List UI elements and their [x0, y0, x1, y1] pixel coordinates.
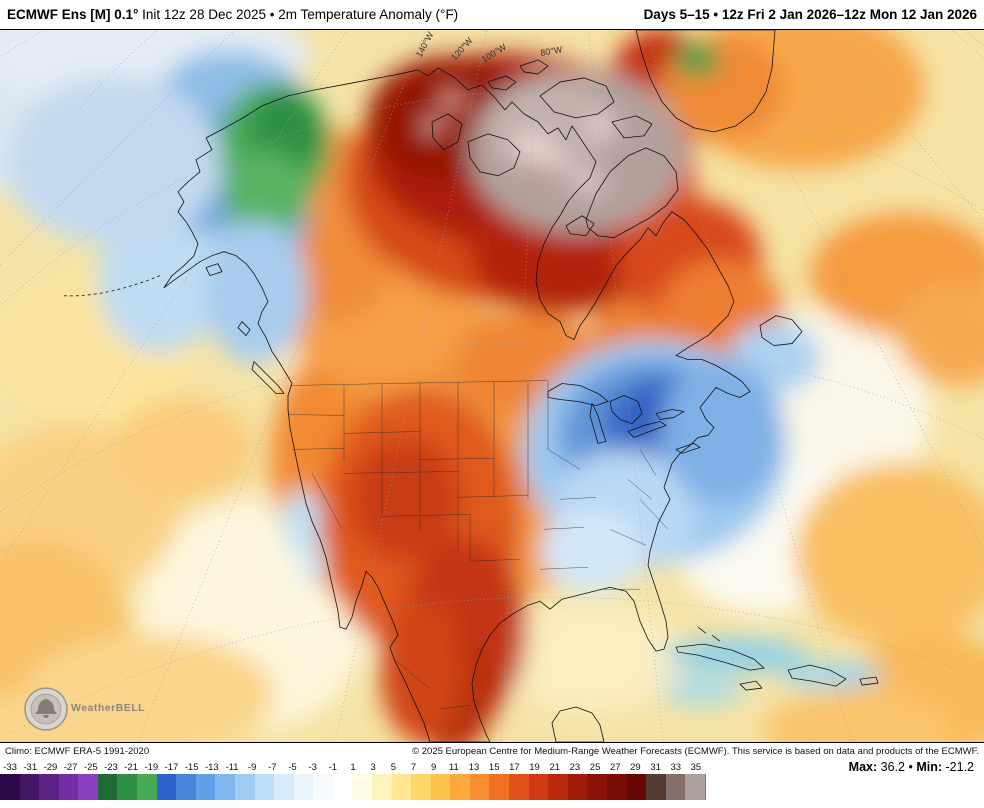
colorbar-cell	[176, 774, 196, 800]
extrema-readout: Max: 36.2 • Min: -21.2	[706, 760, 984, 774]
colorbar-label: -9	[247, 761, 257, 773]
colorbar-label: 29	[630, 761, 641, 773]
bell-icon	[35, 699, 57, 719]
colorbar-cell	[195, 774, 216, 800]
colorbar-label: 11	[448, 761, 459, 773]
min-label: Min:	[916, 760, 943, 774]
attribution-bar: Climo: ECMWF ERA-5 1991-2020 © 2025 Euro…	[0, 743, 984, 760]
colorbar-cell	[234, 774, 255, 800]
colorbar-cell	[332, 774, 353, 800]
min-value: -21.2	[945, 760, 975, 774]
colorbar-cell	[450, 774, 470, 800]
colorbar-block: -33 -31 -29 -27 -25 -23 -21 -19 -17 -15 -13 -11 -9 -7…	[0, 760, 984, 800]
colorbar-label: -29	[43, 761, 58, 773]
colorbar-label: -19	[144, 761, 159, 773]
colorbar-label: -7	[268, 761, 277, 773]
colorbar-label: -11	[225, 761, 239, 773]
extrema-separator: •	[908, 760, 913, 774]
map-canvas: 140°W 120°W 100°W 80°W WeatherBELL	[0, 30, 984, 742]
colorbar-label: 5	[390, 761, 396, 773]
colorbar-label: 19	[529, 761, 540, 773]
colorbar-cell	[274, 774, 294, 800]
colorbar-cell	[646, 774, 666, 800]
colorbar-label: -21	[124, 761, 138, 773]
colorbar-label: 31	[650, 761, 661, 773]
colorbar-cell	[665, 774, 686, 800]
colorbar-cell	[254, 774, 275, 800]
valid-range: Days 5–15 • 12z Fri 2 Jan 2026–12z Mon 1…	[643, 7, 977, 22]
colorbar-label: 35	[690, 761, 702, 773]
colorbar-label: 27	[609, 761, 621, 773]
colorbar-cell	[215, 774, 235, 800]
colorbar-cell	[548, 774, 568, 800]
colorbar-cell	[58, 774, 79, 800]
colorbar-cell	[137, 774, 157, 800]
max-label: Max:	[848, 760, 878, 774]
colorbar-label: 1	[350, 761, 356, 773]
colorbar-cell	[489, 774, 510, 800]
colorbar-cell	[626, 774, 647, 800]
colorbar-cell	[371, 774, 392, 800]
colorbar-cell	[78, 774, 98, 800]
colorbar-cell	[567, 774, 588, 800]
colorbar-label: -1	[328, 761, 338, 773]
weatherbell-logo: WeatherBELL	[24, 687, 145, 731]
max-value: 36.2	[880, 760, 905, 774]
colorbar-label: 15	[488, 761, 500, 773]
model-name: ECMWF Ens [M] 0.1°	[7, 7, 139, 22]
state-borders	[287, 380, 669, 710]
title-bar: ECMWF Ens [M] 0.1° Init 12z 28 Dec 2025 …	[0, 0, 984, 30]
colorbar-label: -23	[104, 761, 118, 773]
colorbar-cell	[606, 774, 627, 800]
colorbar-label: 25	[589, 761, 601, 773]
colorbar-label: -5	[288, 761, 297, 773]
colorbar-label: -25	[83, 761, 98, 773]
init-and-variable: Init 12z 28 Dec 2025 • 2m Temperature An…	[138, 7, 459, 22]
colorbar-cell	[430, 774, 451, 800]
colorbar-cell	[685, 774, 705, 800]
colorbar-cell	[19, 774, 40, 800]
colorbar-cell	[117, 774, 138, 800]
colorbar-cell	[352, 774, 372, 800]
colorbar-label: 7	[410, 761, 417, 773]
colorbar-label: -33	[3, 761, 17, 773]
colorbar-label: 21	[549, 761, 561, 773]
coastlines	[61, 30, 879, 742]
colorbar-label: -3	[308, 761, 317, 773]
colorbar-cell	[0, 774, 20, 800]
colorbar-cell	[97, 774, 118, 800]
longitude-label: 80°W	[540, 44, 564, 58]
graticule	[0, 30, 984, 742]
colorbar-cell	[391, 774, 412, 800]
colorbar-label: 3	[370, 761, 376, 773]
colorbar-label: -31	[23, 761, 38, 773]
colorbar-strip	[0, 774, 706, 800]
colorbar-label: 9	[431, 761, 437, 773]
colorbar-cell	[469, 774, 490, 800]
copyright-note: © 2025 European Centre for Medium-Range …	[412, 746, 979, 757]
colorbar-label: -15	[184, 761, 199, 773]
colorbar-cell	[587, 774, 607, 800]
colorbar-label: -17	[164, 761, 179, 773]
colorbar-cell	[39, 774, 59, 800]
colorbar-cell	[313, 774, 333, 800]
colorbar-cell	[411, 774, 431, 800]
colorbar-cell	[528, 774, 549, 800]
colorbar-labels: -33 -31 -29 -27 -25 -23 -21 -19 -17 -15 -13 -11 -9 -7…	[0, 760, 706, 774]
colorbar-label: 33	[670, 761, 682, 773]
colorbar-cell	[156, 774, 177, 800]
anomaly-map: 140°W 120°W 100°W 80°W WeatherBELL	[0, 30, 984, 743]
colorbar-label: -13	[204, 761, 219, 773]
product-title: ECMWF Ens [M] 0.1° Init 12z 28 Dec 2025 …	[7, 7, 458, 22]
anomaly-field	[0, 30, 984, 742]
colorbar-label: 17	[509, 761, 520, 773]
colorbar-label: 23	[569, 761, 581, 773]
colorbar: -33 -31 -29 -27 -25 -23 -21 -19 -17 -15 -13 -11 -9 -7…	[0, 760, 706, 800]
colorbar-cell	[293, 774, 314, 800]
climo-note: Climo: ECMWF ERA-5 1991-2020	[5, 746, 150, 757]
colorbar-label: -27	[63, 761, 78, 773]
colorbar-label: 13	[468, 761, 480, 773]
logo-wordmark: WeatherBELL	[71, 703, 145, 714]
colorbar-cell	[509, 774, 529, 800]
